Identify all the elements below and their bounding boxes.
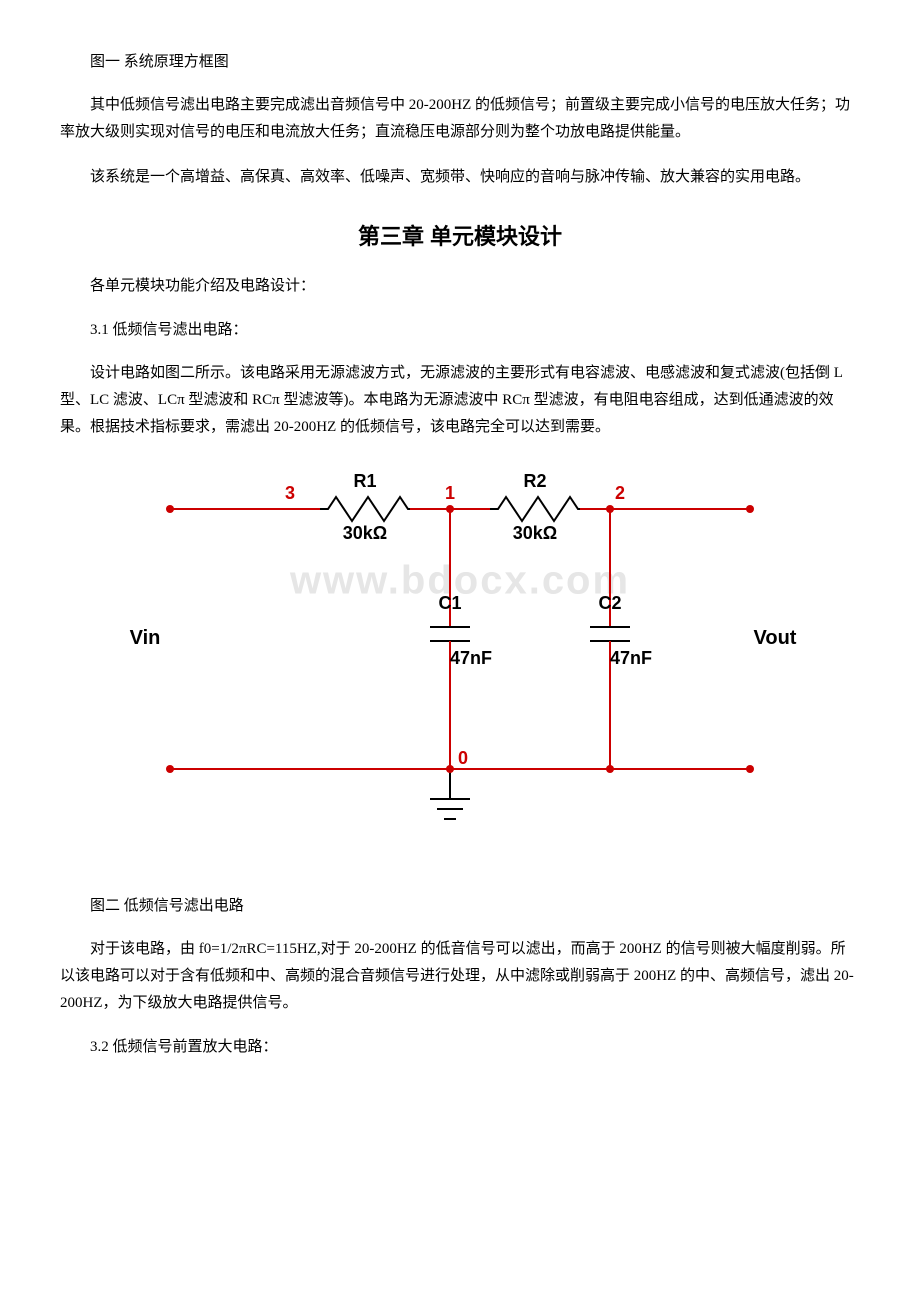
paragraph-2: 该系统是一个高增益、高保真、高效率、低噪声、宽频带、快响应的音响与脉冲传输、放大… <box>60 164 860 191</box>
figure2-caption: 图二 低频信号滤出电路 <box>60 894 860 918</box>
figure2-diagram: www.bdocx.com R1 30kΩ R2 30kΩ 3 1 2 C <box>60 459 860 864</box>
node-2: 2 <box>615 483 625 503</box>
c1-label: C1 <box>438 593 461 613</box>
r2-label: R2 <box>523 471 546 491</box>
section-3-2: 3.2 低频信号前置放大电路： <box>60 1035 860 1059</box>
paragraph-4: 设计电路如图二所示。该电路采用无源滤波方式，无源滤波的主要形式有电容滤波、电感滤… <box>60 360 860 441</box>
vout-label: Vout <box>754 627 797 649</box>
figure1-caption: 图一 系统原理方框图 <box>60 50 860 74</box>
chapter-title: 第三章 单元模块设计 <box>60 219 860 251</box>
r1-value: 30kΩ <box>343 523 387 543</box>
node-0: 0 <box>458 748 468 768</box>
r1-label: R1 <box>353 471 376 491</box>
paragraph-1: 其中低频信号滤出电路主要完成滤出音频信号中 20-200HZ 的低频信号；前置级… <box>60 92 860 146</box>
paragraph-5: 对于该电路，由 f0=1/2πRC=115HZ,对于 20-200HZ 的低音信… <box>60 936 860 1017</box>
c1-value: 47nF <box>450 648 492 668</box>
r2-value: 30kΩ <box>513 523 557 543</box>
node-3: 3 <box>285 483 295 503</box>
node-1: 1 <box>445 483 455 503</box>
section-3-1: 3.1 低频信号滤出电路： <box>60 318 860 342</box>
c2-value: 47nF <box>610 648 652 668</box>
paragraph-3: 各单元模块功能介绍及电路设计： <box>60 273 860 300</box>
vin-label: Vin <box>130 627 161 649</box>
circuit-svg: R1 30kΩ R2 30kΩ 3 1 2 C1 47nF C2 47nF <box>110 459 810 859</box>
c2-label: C2 <box>598 593 621 613</box>
